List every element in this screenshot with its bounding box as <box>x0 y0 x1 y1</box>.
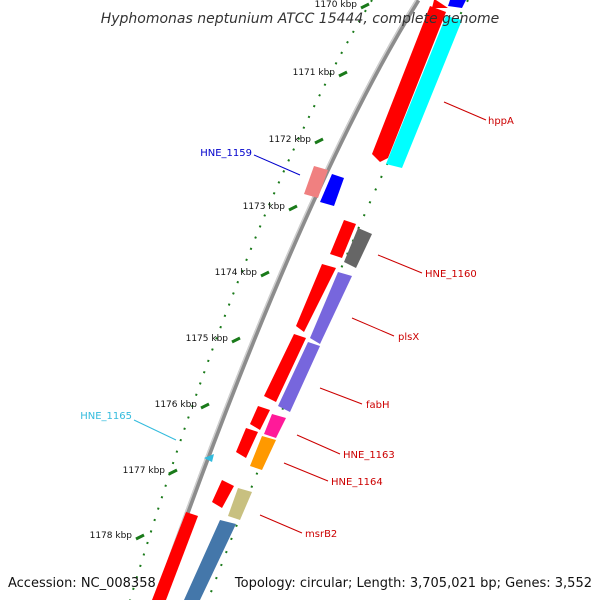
gene-block-top-blue[interactable] <box>448 0 466 8</box>
gene-block-msrB2-khaki[interactable] <box>228 488 252 520</box>
gene-block-HNE_1159-pink[interactable] <box>304 166 328 198</box>
gene-block-hppA-red[interactable] <box>372 6 446 162</box>
tick-mark <box>360 2 370 10</box>
gene-label-plsX[interactable]: plsX <box>398 332 419 343</box>
tick-label: 1177 kbp <box>123 466 166 476</box>
gene-block-HNE_1164-orange[interactable] <box>250 436 276 470</box>
map-title: Hyphomonas neptunium ATCC 15444, complet… <box>101 11 500 27</box>
leader-line <box>133 419 177 441</box>
gene-label-HNE_1160[interactable]: HNE_1160 <box>425 269 477 280</box>
tick-label: 1176 kbp <box>155 400 198 410</box>
tick-label: 1170 kbp <box>315 0 358 10</box>
tick-mark <box>338 70 348 78</box>
gene-block-plsX-purple[interactable] <box>310 272 352 344</box>
leader-line <box>283 462 329 482</box>
gene-block-bottom-red[interactable] <box>152 512 198 600</box>
tick-label: 1178 kbp <box>90 531 133 541</box>
tick-mark <box>231 336 241 344</box>
gene-label-HNE_1165[interactable]: HNE_1165 <box>80 411 132 422</box>
leader-line <box>253 154 301 176</box>
tick-label: 1175 kbp <box>186 334 229 344</box>
leader-line <box>296 434 341 455</box>
gene-label-HNE_1164[interactable]: HNE_1164 <box>331 477 383 488</box>
tick-mark <box>200 402 210 410</box>
gene-block-HNE_1160-red[interactable] <box>330 220 356 258</box>
tick-mark <box>314 137 324 145</box>
accession-text: Accession: NC_008358 <box>8 576 156 591</box>
gene-block-HNE_1160-grey[interactable] <box>344 228 372 268</box>
gene-block-HNE_1163-pink[interactable] <box>264 414 286 438</box>
genome-backbone-highlight <box>153 0 417 600</box>
gene-block-HNE_1164-red[interactable] <box>236 428 258 458</box>
gene-block-fabH-purple[interactable] <box>278 342 320 412</box>
gene-label-HNE_1159[interactable]: HNE_1159 <box>200 148 252 159</box>
gene-label-HNE_1163[interactable]: HNE_1163 <box>343 450 395 461</box>
leader-line <box>377 254 423 274</box>
leader-line <box>351 317 395 337</box>
tick-mark <box>288 204 298 212</box>
tick-label: 1174 kbp <box>215 268 258 278</box>
leader-line <box>259 514 303 534</box>
tick-mark <box>168 468 178 476</box>
gene-marker-HNE_1165[interactable] <box>204 454 214 462</box>
tick-mark <box>260 270 270 278</box>
gene-block-bottom-steel[interactable] <box>184 520 236 600</box>
gene-label-fabH[interactable]: fabH <box>366 400 390 411</box>
gene-block-fabH-red[interactable] <box>264 334 306 402</box>
tick-label: 1171 kbp <box>293 68 336 78</box>
gene-block-HNE_1163-red[interactable] <box>250 406 270 430</box>
leader-line <box>319 387 363 405</box>
leader-line <box>443 101 487 121</box>
tick-label: 1173 kbp <box>243 202 286 212</box>
gene-label-hppA[interactable]: hppA <box>488 116 514 127</box>
gene-block-hppA-cyan[interactable] <box>386 16 462 168</box>
topology-summary: Topology: circular; Length: 3,705,021 bp… <box>234 576 592 591</box>
gene-arrow-head[interactable] <box>432 0 448 8</box>
gene-label-msrB2[interactable]: msrB2 <box>305 529 337 540</box>
tick-mark <box>135 533 145 541</box>
gene-block-HNE_1159-blue[interactable] <box>320 174 344 206</box>
tick-label: 1172 kbp <box>269 135 312 145</box>
genome-backbone <box>153 0 421 600</box>
gene-block-plsX-red[interactable] <box>296 264 336 332</box>
gene-block-msrB2-red[interactable] <box>212 480 234 508</box>
